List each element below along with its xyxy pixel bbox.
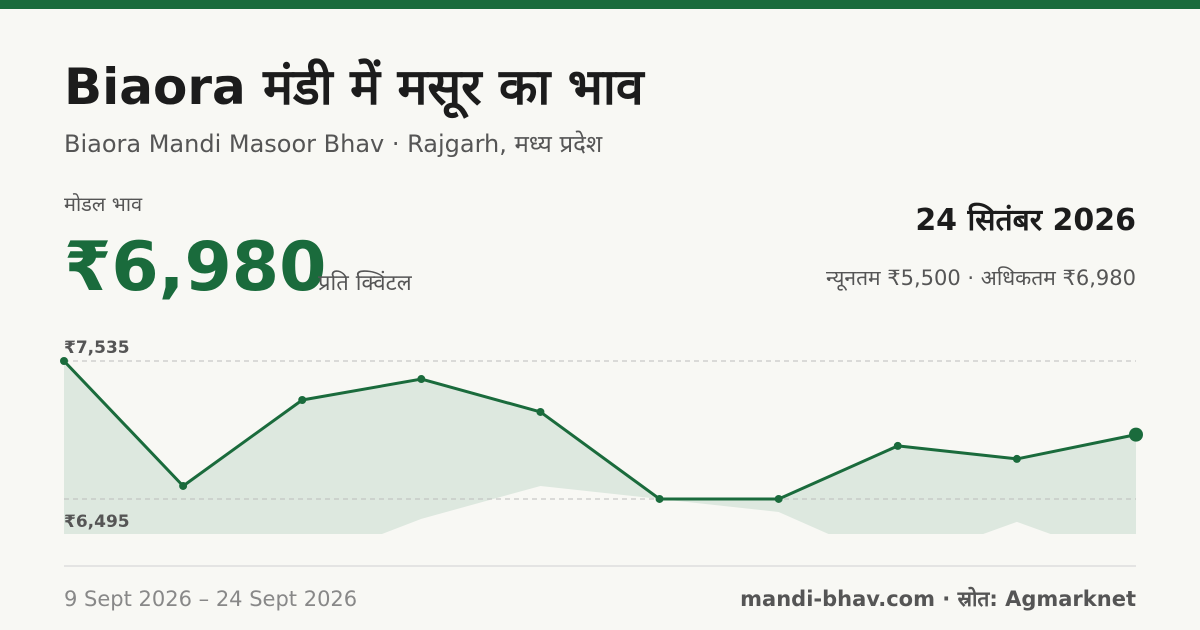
footer-right: mandi-bhav.com · स्रोत: Agmarknet	[740, 586, 1136, 611]
point	[179, 481, 188, 490]
point	[1012, 454, 1021, 463]
line	[62, 359, 1137, 501]
area	[64, 361, 1136, 534]
point	[893, 441, 902, 450]
date: 24 सितंबर 2026	[915, 202, 1136, 238]
footer-left: 9 Sept 2026 – 24 Sept 2026	[64, 587, 357, 611]
point	[536, 407, 545, 416]
plot	[64, 361, 1136, 534]
point	[60, 357, 68, 365]
point	[1129, 427, 1143, 442]
point	[774, 494, 783, 503]
subtitle: Biaora Mandi Masoor Bhav · Rajgarh, मध्य…	[64, 130, 603, 158]
y-tick-label: ₹7,535	[64, 338, 130, 358]
point	[298, 396, 307, 405]
point	[417, 375, 426, 384]
metric-unit: प्रति क्विंटल	[318, 270, 413, 296]
y-tick-label: ₹6,495	[64, 512, 130, 532]
point	[655, 494, 664, 503]
title: Biaora मंडी में मसूर का भाव	[64, 58, 646, 119]
range-text: न्यूनतम ₹5,500 · अधिकतम ₹6,980	[826, 266, 1136, 291]
metric-value: ₹6,980	[64, 228, 326, 307]
top-bar	[0, 0, 1200, 9]
metric-label: मोडल भाव	[64, 192, 143, 216]
